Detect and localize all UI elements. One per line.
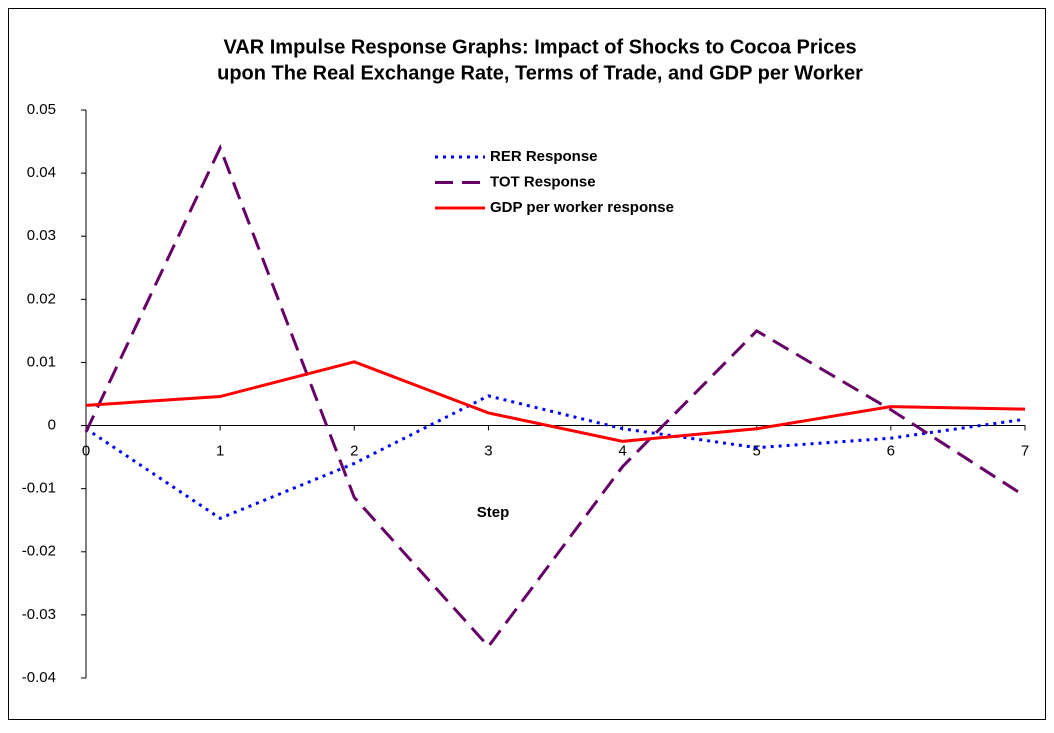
x-tick-label: 0 xyxy=(82,443,90,460)
series-line xyxy=(85,394,1026,521)
x-tick-label: 5 xyxy=(753,443,761,460)
chart-title: upon The Real Exchange Rate, Terms of Tr… xyxy=(217,62,863,84)
y-tick-label: 0.04 xyxy=(27,164,56,181)
chart-frame xyxy=(8,8,1046,720)
x-tick-label: 6 xyxy=(887,443,895,460)
y-tick-label: -0.02 xyxy=(22,543,56,560)
y-tick-label: -0.04 xyxy=(22,669,56,686)
x-tick-label: 7 xyxy=(1021,443,1029,460)
legend-label: GDP per worker response xyxy=(490,199,674,216)
y-tick-label: -0.03 xyxy=(22,606,56,623)
series-line xyxy=(84,144,1026,649)
y-tick-label: 0.03 xyxy=(27,227,56,244)
y-tick-label: -0.01 xyxy=(22,480,56,497)
x-tick-label: 4 xyxy=(618,443,626,460)
x-tick-label: 1 xyxy=(216,443,224,460)
y-tick-label: 0.02 xyxy=(27,290,56,307)
legend-label: TOT Response xyxy=(490,173,596,190)
legend-label: RER Response xyxy=(490,148,598,165)
x-axis-label: Step xyxy=(477,504,510,521)
series-line xyxy=(85,360,1026,443)
chart-title: VAR Impulse Response Graphs: Impact of S… xyxy=(223,36,856,58)
x-tick-label: 3 xyxy=(484,443,492,460)
x-tick-label: 2 xyxy=(350,443,358,460)
y-tick-label: 0 xyxy=(48,417,56,434)
y-tick-label: 0.05 xyxy=(27,101,56,118)
y-tick-label: 0.01 xyxy=(27,353,56,370)
